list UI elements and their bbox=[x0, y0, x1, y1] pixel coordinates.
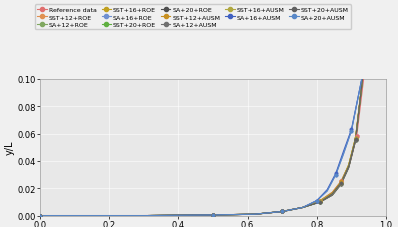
Point bbox=[210, 213, 216, 217]
Point bbox=[333, 173, 339, 177]
Point bbox=[352, 138, 359, 141]
Point bbox=[352, 138, 359, 141]
Point bbox=[37, 214, 43, 217]
Point bbox=[279, 210, 285, 213]
Point bbox=[210, 213, 216, 217]
Point bbox=[317, 199, 324, 202]
Point bbox=[353, 135, 360, 138]
Point bbox=[279, 210, 285, 213]
Point bbox=[338, 181, 344, 185]
Point bbox=[279, 210, 285, 213]
Point bbox=[352, 138, 359, 141]
Point bbox=[338, 183, 344, 186]
Point bbox=[37, 214, 43, 217]
Point bbox=[338, 181, 344, 185]
Point bbox=[37, 214, 43, 217]
Point bbox=[314, 199, 320, 202]
Point bbox=[317, 200, 324, 204]
Point bbox=[279, 210, 285, 213]
Point bbox=[348, 129, 355, 133]
Point bbox=[279, 210, 285, 213]
Point bbox=[37, 214, 43, 217]
Point bbox=[333, 173, 339, 177]
Point bbox=[37, 214, 43, 217]
Point bbox=[352, 136, 359, 140]
Point bbox=[37, 214, 43, 217]
Point bbox=[352, 139, 359, 143]
Point bbox=[210, 213, 216, 217]
Point bbox=[37, 214, 43, 217]
Point bbox=[279, 210, 285, 213]
Point bbox=[210, 213, 216, 217]
Point bbox=[210, 213, 216, 217]
Point bbox=[37, 214, 43, 217]
Point bbox=[348, 129, 355, 133]
Point bbox=[317, 199, 324, 202]
Point bbox=[279, 210, 285, 213]
Point bbox=[37, 214, 43, 217]
Point bbox=[210, 213, 216, 217]
Point bbox=[210, 213, 216, 217]
Point bbox=[338, 180, 344, 183]
Point bbox=[37, 214, 43, 217]
Point bbox=[317, 199, 324, 202]
Point bbox=[37, 214, 43, 217]
Point bbox=[348, 128, 355, 132]
Point bbox=[317, 200, 324, 204]
Point bbox=[314, 199, 320, 202]
Point bbox=[279, 210, 285, 213]
Point bbox=[279, 210, 285, 213]
Point bbox=[314, 199, 320, 202]
Point bbox=[338, 183, 344, 186]
Point bbox=[352, 139, 359, 143]
Point bbox=[338, 183, 344, 186]
Point bbox=[279, 210, 285, 213]
Legend: Reference data, SST+12+ROE, SA+12+ROE, SST+16+ROE, SA+16+ROE, SST+20+ROE, SA+20+: Reference data, SST+12+ROE, SA+12+ROE, S… bbox=[35, 5, 351, 30]
Point bbox=[317, 200, 324, 204]
Point bbox=[352, 136, 359, 140]
Point bbox=[333, 172, 339, 175]
Point bbox=[279, 210, 285, 213]
Point bbox=[352, 139, 359, 143]
Point bbox=[210, 213, 216, 217]
Point bbox=[210, 213, 216, 217]
Point bbox=[338, 180, 344, 183]
Point bbox=[317, 200, 324, 204]
Point bbox=[210, 213, 216, 217]
Point bbox=[317, 200, 324, 204]
Point bbox=[210, 213, 216, 217]
Point bbox=[338, 181, 344, 185]
Y-axis label: y/L: y/L bbox=[4, 140, 14, 155]
Point bbox=[317, 199, 324, 202]
Point bbox=[37, 214, 43, 217]
Point bbox=[338, 181, 344, 185]
Point bbox=[317, 199, 324, 202]
Point bbox=[210, 213, 216, 217]
Point bbox=[279, 210, 285, 213]
Point bbox=[338, 181, 344, 185]
Point bbox=[279, 210, 285, 213]
Point bbox=[352, 136, 359, 140]
Point bbox=[37, 214, 43, 217]
Point bbox=[210, 213, 216, 217]
